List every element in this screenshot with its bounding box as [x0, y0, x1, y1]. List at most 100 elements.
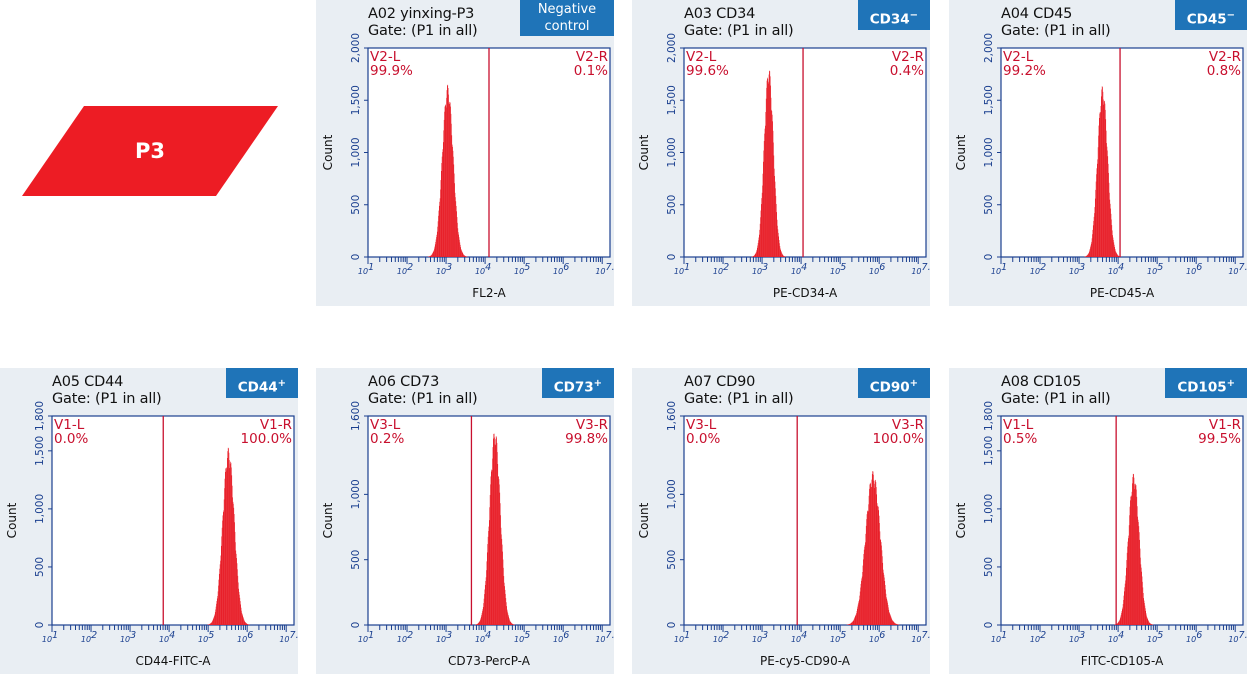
histogram-bin [435, 239, 437, 257]
x-tick-label: 107.2 [911, 262, 930, 276]
histogram-bin [872, 471, 874, 625]
gate-label: Gate: (P1 in all) [1001, 391, 1111, 407]
histogram-bin [1147, 620, 1149, 625]
histogram-bin [1128, 535, 1130, 625]
histogram-bin [887, 604, 889, 625]
histogram-bin [775, 188, 776, 257]
histogram-bin [241, 612, 243, 625]
histogram-bin [767, 77, 768, 257]
y-tick-label: 500 [34, 557, 46, 577]
histogram-bin [1107, 150, 1108, 257]
histogram-bin [218, 585, 219, 625]
histogram-bin [1124, 587, 1126, 625]
histogram-bin [504, 586, 505, 625]
histogram-bin [1149, 623, 1151, 625]
histogram-bin [1097, 147, 1099, 257]
histogram-bin [238, 591, 240, 625]
y-tick-label: 0 [666, 254, 678, 261]
plot-area [683, 47, 927, 258]
histogram-bin [1103, 99, 1104, 257]
histogram-bin [1135, 485, 1137, 625]
y-tick-label: 500 [350, 195, 362, 215]
histogram-bin [772, 121, 773, 257]
histogram-bin [220, 555, 222, 625]
histogram-bin [1096, 168, 1098, 257]
histogram-bin [450, 113, 452, 258]
histogram-bin [878, 515, 880, 625]
histogram-bin [1106, 146, 1108, 257]
histogram-bin [885, 593, 887, 625]
histogram-bin [888, 612, 890, 625]
histogram-bin [771, 114, 773, 257]
histogram-bin [1147, 619, 1149, 625]
histogram-bin [1090, 243, 1092, 257]
region-name-label: V1-R [260, 417, 292, 433]
histogram-bin [1094, 198, 1096, 257]
histogram-bin [215, 606, 217, 625]
histogram-bin [481, 613, 483, 625]
histogram-bin [862, 565, 864, 625]
histogram-bin [230, 462, 232, 625]
histogram-bin [437, 221, 439, 257]
histogram-bin [487, 544, 488, 625]
histogram-bin [506, 609, 508, 625]
histogram-bin [1117, 622, 1119, 625]
histogram-bin [755, 253, 756, 257]
histogram-bin [1093, 216, 1095, 257]
histogram-bin [1149, 622, 1150, 625]
y-tick-label: 500 [983, 557, 995, 577]
histogram-bin [225, 468, 227, 625]
y-tick-label: 1,800 [34, 401, 46, 431]
x-tick-label: 102 [397, 262, 413, 276]
region-name-label: V1-L [1003, 417, 1034, 433]
histogram-bin [1143, 600, 1145, 625]
histogram-bin [242, 615, 243, 625]
histogram-bin [436, 234, 438, 257]
histogram-bin [764, 128, 766, 257]
histogram-panel: V2-L 99.6% V2-R 0.4% 0 500 1,000 1,500 2,000 Coun… [632, 0, 930, 306]
histogram-bin [216, 598, 218, 625]
histogram-bin [216, 603, 217, 625]
histogram-panel: V2-L 99.9% V2-R 0.1% 0 500 1,000 1,500 2,000 Coun… [316, 0, 614, 306]
histogram-bin [223, 510, 225, 625]
histogram-bin [1120, 616, 1121, 625]
histogram-bin [241, 610, 242, 625]
region-percent-label: 99.2% [1003, 63, 1046, 79]
marker-tag: CD105+ [1165, 368, 1247, 398]
histogram-bin [489, 494, 491, 625]
histogram-panel: V3-L 0.0% V3-R 100.0% 0 500 1,000 1,600 Count 101… [632, 368, 930, 674]
histogram-bin [850, 622, 852, 625]
histogram-bin [493, 433, 495, 625]
histogram-bin [777, 232, 779, 257]
histogram-bin [232, 501, 234, 625]
histogram-bin [513, 624, 514, 625]
histogram-bin [861, 578, 863, 625]
histogram-bars [207, 447, 250, 625]
histogram-bin [1105, 119, 1107, 257]
histogram-bin [1120, 614, 1122, 625]
histogram-bin [762, 185, 763, 257]
histogram-bin [460, 247, 461, 257]
region-name-label: V2-L [370, 49, 401, 65]
histogram-bin [889, 613, 890, 625]
histogram-bin [215, 609, 216, 625]
histogram-bin [1126, 552, 1128, 625]
plot-area [51, 415, 295, 626]
histogram-bin [779, 248, 781, 257]
histogram-bin [476, 624, 477, 625]
histogram-bin [773, 155, 775, 257]
histogram-panel: V3-L 0.2% V3-R 99.8% 0 500 1,000 1,600 Count 101 1… [316, 368, 614, 674]
histogram-bin [769, 76, 771, 257]
histogram-bin [855, 614, 857, 625]
plot-area [1000, 415, 1244, 626]
histogram-bin [478, 622, 480, 625]
histogram-bars [474, 433, 516, 625]
histogram-bin [1108, 172, 1109, 257]
histogram-bin [226, 470, 227, 625]
histogram-bin [1119, 620, 1120, 625]
histogram-bin [1114, 248, 1116, 257]
histogram-bin [1092, 225, 1094, 257]
x-tick-label: 102 [1030, 262, 1046, 276]
histogram-bin [1115, 250, 1116, 257]
histogram-bin [1099, 112, 1101, 257]
